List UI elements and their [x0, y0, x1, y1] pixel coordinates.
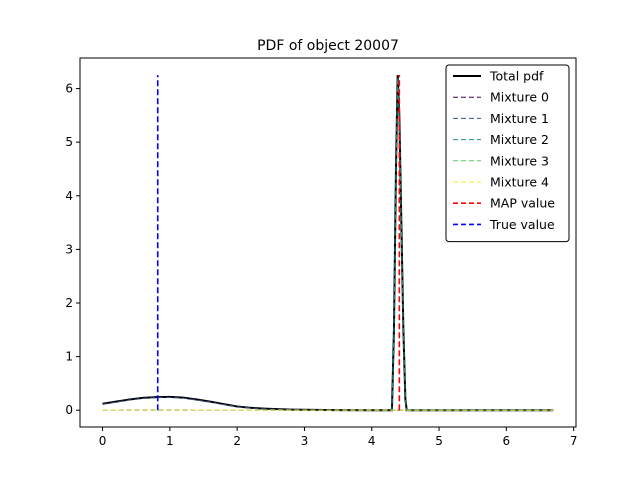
y-tick-label: 6: [65, 82, 73, 96]
legend-label: Mixture 2: [490, 132, 549, 147]
legend-label: Total pdf: [489, 69, 544, 84]
y-tick-label: 2: [65, 296, 73, 310]
x-tick-label: 4: [368, 434, 376, 448]
legend-label: True value: [489, 217, 555, 232]
x-tick-label: 1: [166, 434, 174, 448]
x-tick-label: 0: [99, 434, 107, 448]
x-tick-label: 6: [503, 434, 511, 448]
series-line-mixture-2: [102, 77, 554, 411]
legend-label: Mixture 0: [490, 90, 549, 105]
series-line-mixture-1: [102, 396, 554, 411]
x-tick-label: 3: [301, 434, 309, 448]
y-tick-label: 1: [65, 350, 73, 364]
chart-title: PDF of object 20007: [257, 38, 399, 54]
x-tick-label: 2: [233, 434, 241, 448]
x-tick-label: 7: [570, 434, 578, 448]
plot-frame: [79, 57, 577, 428]
legend-label: Mixture 3: [490, 153, 549, 168]
y-tick-label: 0: [65, 403, 73, 417]
x-tick-label: 5: [435, 434, 443, 448]
legend-box: [445, 64, 570, 243]
legend-label: Mixture 4: [490, 175, 549, 190]
legend-label: Mixture 1: [490, 111, 549, 126]
legend-label: MAP value: [490, 196, 555, 211]
y-tick-label: 3: [65, 242, 73, 256]
y-tick-label: 4: [65, 189, 73, 203]
y-tick-label: 5: [65, 135, 73, 149]
